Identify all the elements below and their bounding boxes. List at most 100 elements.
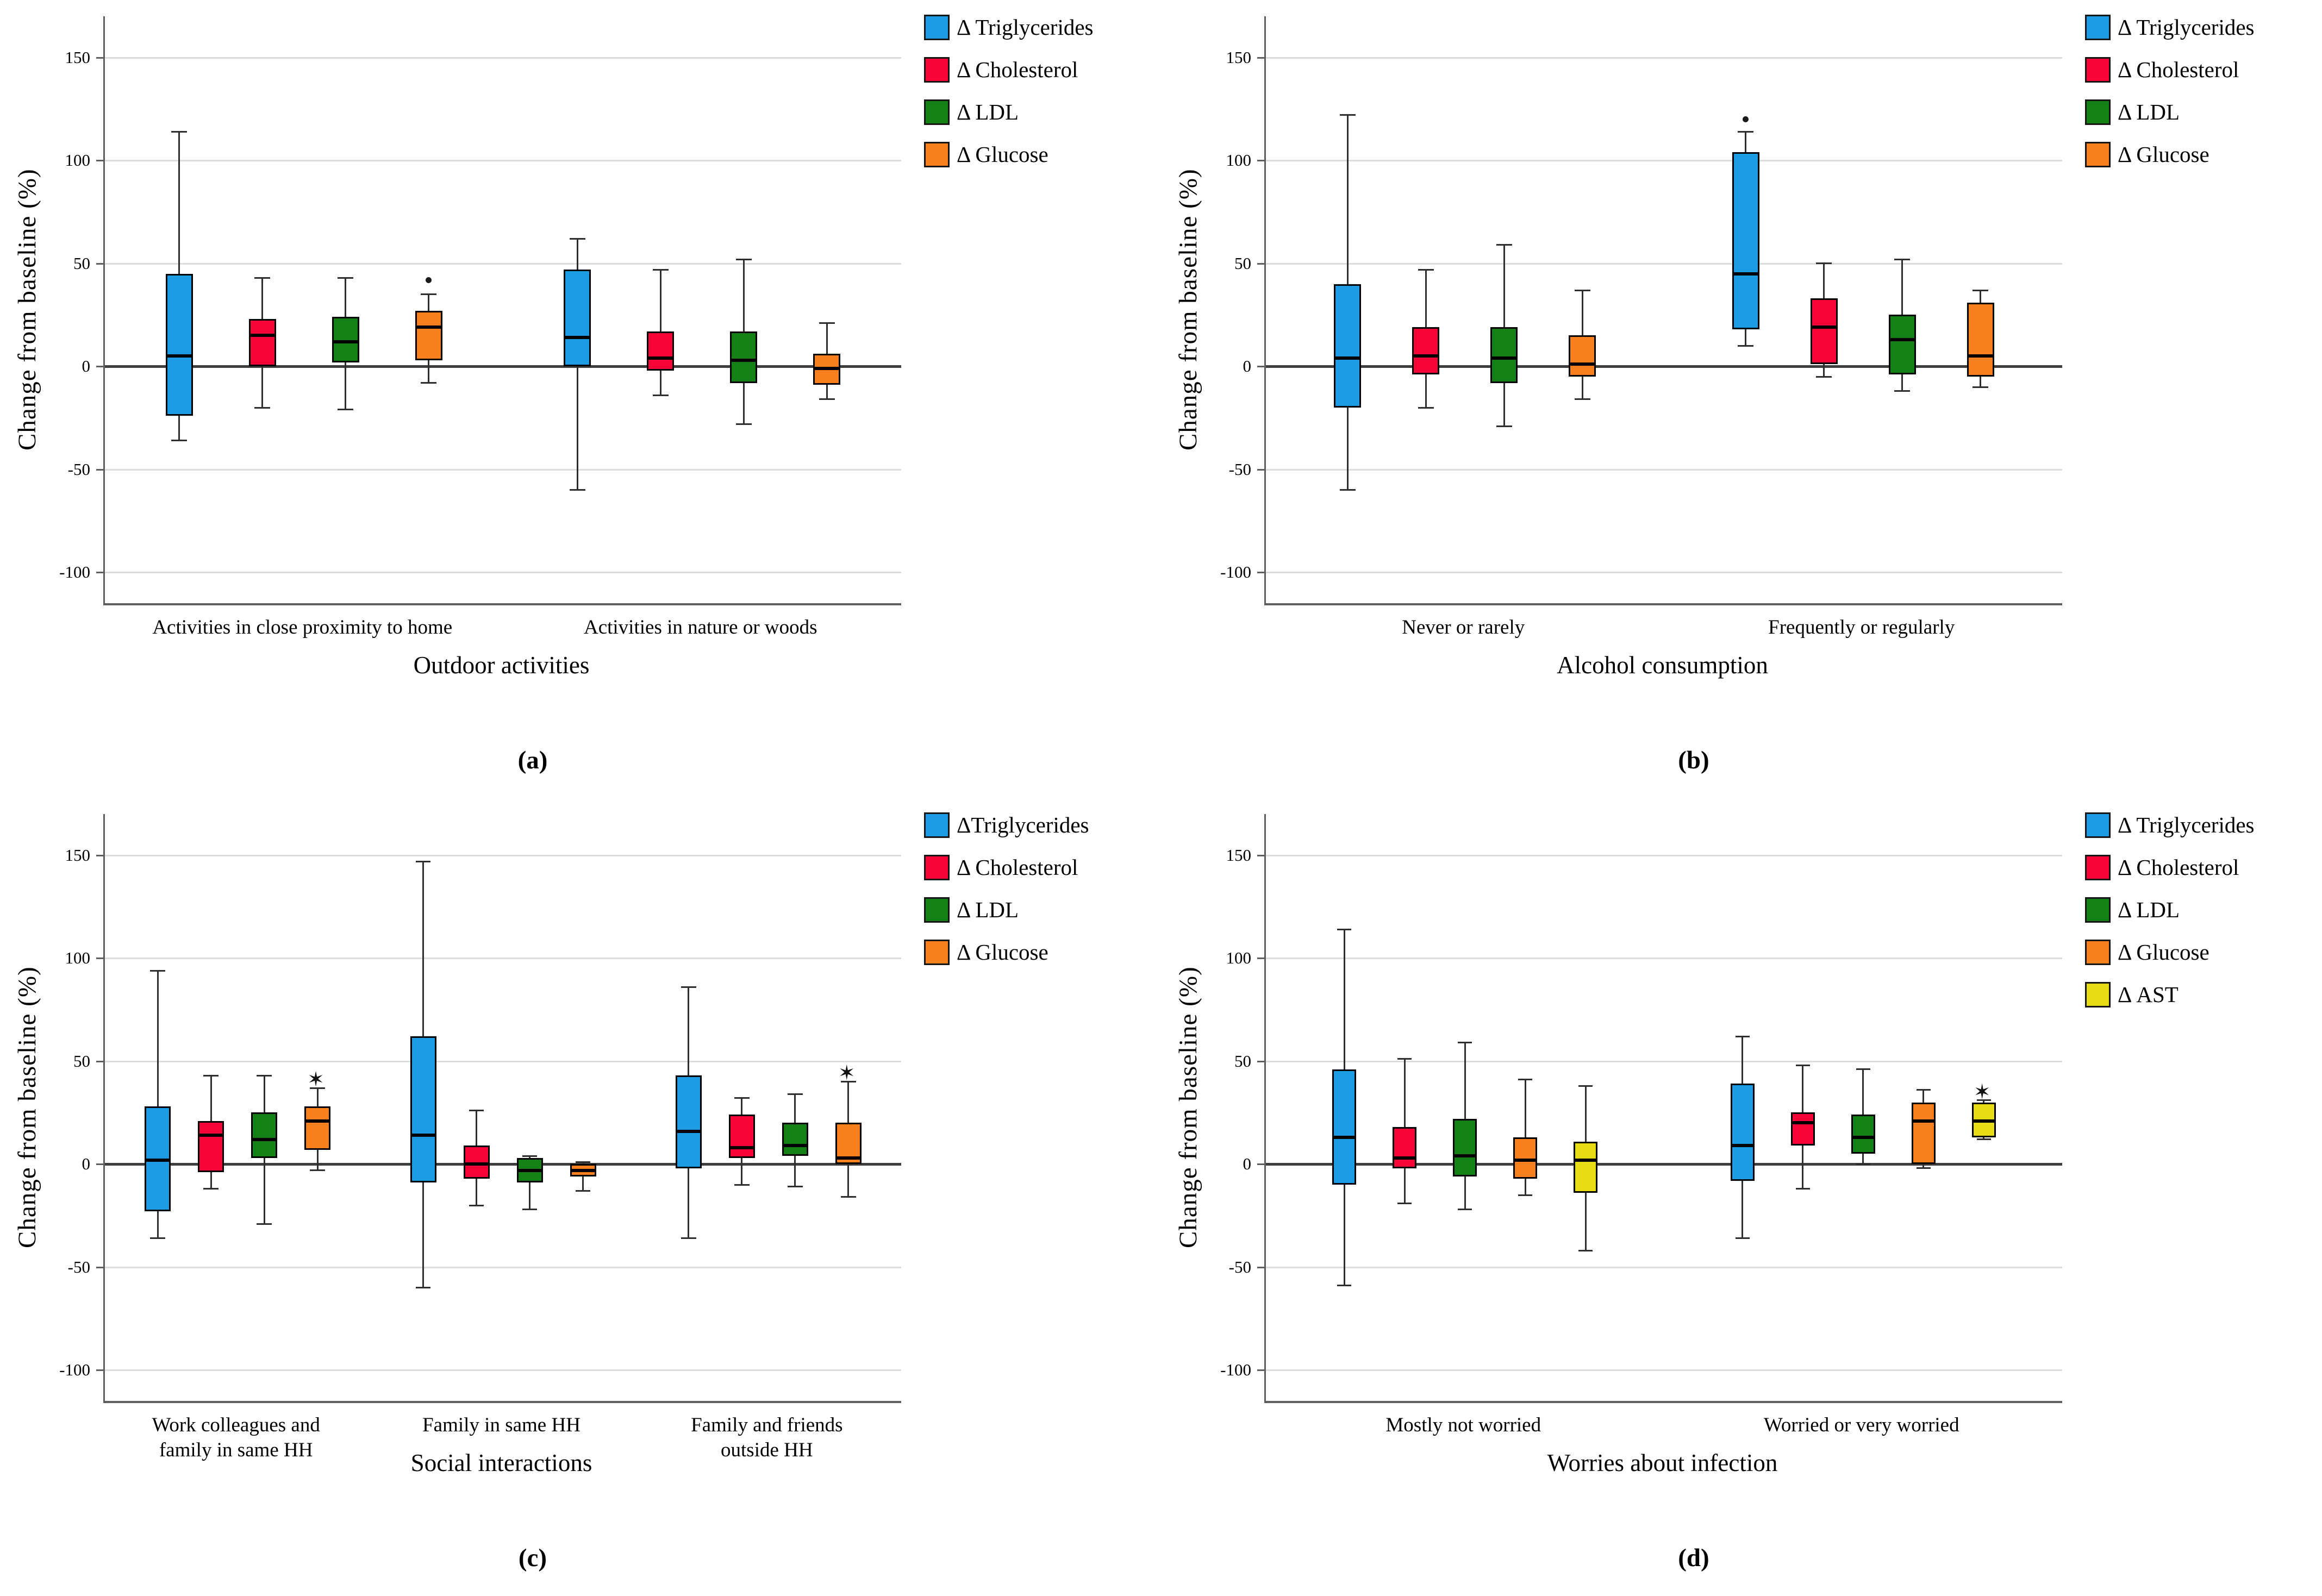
median-line bbox=[835, 1156, 862, 1160]
legend-swatch-ldl bbox=[2085, 99, 2111, 125]
whisker-cap bbox=[415, 1287, 431, 1289]
x-axis-title: Social interactions bbox=[410, 1449, 592, 1476]
legend-item-triglycerides: Δ Triglycerides bbox=[924, 14, 1094, 40]
legend-swatch-triglycerides bbox=[2085, 14, 2111, 40]
whisker-cap bbox=[1856, 1163, 1870, 1165]
whisker-cap bbox=[1518, 1079, 1532, 1081]
legend-item-cholesterol: Δ Cholesterol bbox=[924, 57, 1094, 83]
box-cholesterol bbox=[463, 1146, 490, 1179]
median-line bbox=[1790, 1121, 1815, 1125]
whisker-cap bbox=[171, 440, 188, 442]
legend-item-cholesterol: Δ Cholesterol bbox=[2085, 57, 2255, 83]
y-tick-label: 0 bbox=[82, 356, 91, 376]
median-line bbox=[1851, 1135, 1875, 1139]
whisker-cap bbox=[569, 237, 585, 240]
median-line bbox=[332, 340, 359, 343]
y-tick-label: -100 bbox=[1220, 562, 1251, 582]
box-triglycerides bbox=[410, 1036, 436, 1183]
whisker-cap bbox=[1339, 114, 1356, 116]
median-line bbox=[1453, 1154, 1477, 1158]
y-tick-mark bbox=[96, 57, 103, 59]
whisker-cap bbox=[1339, 489, 1356, 491]
zero-baseline bbox=[1266, 365, 2062, 368]
box-cholesterol bbox=[1412, 327, 1440, 375]
legend-item-cholesterol: Δ Cholesterol bbox=[2085, 854, 2255, 880]
y-tick-label: 150 bbox=[1226, 845, 1252, 865]
outlier-star-marker: ✶ bbox=[838, 1062, 856, 1085]
box-triglycerides bbox=[1334, 284, 1362, 408]
y-axis-title: Change from baseline (%) bbox=[1174, 168, 1202, 451]
y-tick-mark bbox=[1257, 366, 1264, 368]
x-axis-title: Alcohol consumption bbox=[1557, 652, 1768, 679]
gridline bbox=[1266, 957, 2062, 960]
legend-label: Δ Cholesterol bbox=[2118, 57, 2239, 82]
legend-swatch-triglycerides bbox=[924, 812, 950, 838]
plot-area-d: ✶ bbox=[1264, 814, 2062, 1403]
y-tick-mark bbox=[1257, 957, 1264, 960]
y-tick-label: 0 bbox=[82, 1154, 91, 1174]
whisker-cap bbox=[522, 1155, 538, 1157]
box-glucose bbox=[415, 310, 442, 360]
box-glucose bbox=[304, 1106, 331, 1150]
whisker-cap bbox=[1397, 1058, 1412, 1060]
median-line bbox=[1732, 272, 1759, 276]
x-category-label: Mostly not worried bbox=[1385, 1414, 1541, 1436]
whisker-cap bbox=[840, 1196, 856, 1198]
legend-label: Δ LDL bbox=[2118, 99, 2180, 124]
legend-swatch-cholesterol bbox=[2085, 57, 2111, 83]
whisker-cap bbox=[1735, 1035, 1750, 1037]
legend-swatch-cholesterol bbox=[924, 854, 950, 880]
median-line bbox=[570, 1168, 596, 1172]
legend-item-cholesterol: Δ Cholesterol bbox=[924, 854, 1089, 880]
gridline bbox=[105, 957, 901, 960]
gridline bbox=[1266, 57, 2062, 59]
box-glucose bbox=[1513, 1137, 1538, 1179]
y-tick-label: -100 bbox=[59, 1360, 90, 1380]
whisker-cap bbox=[734, 1184, 750, 1186]
y-tick-mark bbox=[96, 957, 103, 960]
legend-item-triglycerides: Δ Triglycerides bbox=[2085, 14, 2255, 40]
plot-area-a bbox=[103, 16, 901, 605]
box-triglycerides bbox=[675, 1075, 702, 1168]
gridline bbox=[105, 1266, 901, 1268]
legend-swatch-glucose bbox=[924, 939, 950, 965]
outlier-dot-marker bbox=[1743, 116, 1749, 122]
legend-item-ldl: Δ LDL bbox=[2085, 99, 2255, 125]
whisker-cap bbox=[415, 860, 431, 862]
y-tick-label: 50 bbox=[73, 1051, 90, 1071]
whisker-cap bbox=[203, 1074, 219, 1076]
legend-c: ΔTriglycerides Δ Cholesterol Δ LDL Δ Glucos… bbox=[924, 812, 1089, 981]
median-line bbox=[516, 1168, 543, 1172]
median-line bbox=[248, 334, 276, 337]
y-tick-label: 0 bbox=[1243, 356, 1252, 376]
whisker-cap bbox=[735, 423, 752, 425]
box-ldl bbox=[1888, 315, 1916, 375]
whisker-cap bbox=[1574, 289, 1590, 291]
legend-label: Δ Glucose bbox=[957, 142, 1048, 167]
whisker-cap bbox=[1496, 244, 1512, 246]
gridline bbox=[105, 468, 901, 471]
whisker-cap bbox=[1916, 1167, 1931, 1169]
x-axis-title: Worries about infection bbox=[1547, 1449, 1778, 1476]
y-axis-title: Change from baseline (%) bbox=[1174, 966, 1202, 1249]
box-ldl bbox=[782, 1123, 808, 1156]
box-cholesterol bbox=[198, 1121, 224, 1173]
whisker-cap bbox=[1976, 1138, 1991, 1141]
x-category-label: Activities in nature or woods bbox=[583, 616, 817, 639]
y-tick-mark bbox=[1257, 468, 1264, 471]
whisker-cap bbox=[1574, 398, 1590, 400]
whisker-cap bbox=[819, 398, 835, 400]
y-tick-mark bbox=[1257, 572, 1264, 574]
whisker-cap bbox=[1738, 345, 1754, 347]
legend-label: Δ LDL bbox=[957, 99, 1019, 124]
whisker-cap bbox=[652, 268, 669, 271]
panel-caption-a: (a) bbox=[517, 746, 548, 774]
gridline bbox=[1266, 572, 2062, 574]
y-tick-mark bbox=[96, 572, 103, 574]
median-line bbox=[251, 1137, 278, 1141]
box-ldl bbox=[332, 317, 359, 362]
whisker-cap bbox=[171, 130, 188, 133]
legend-d: Δ Triglycerides Δ Cholesterol Δ LDL Δ Gluco… bbox=[2085, 812, 2255, 1024]
median-line bbox=[1334, 356, 1362, 360]
whisker-cap bbox=[1738, 130, 1754, 133]
